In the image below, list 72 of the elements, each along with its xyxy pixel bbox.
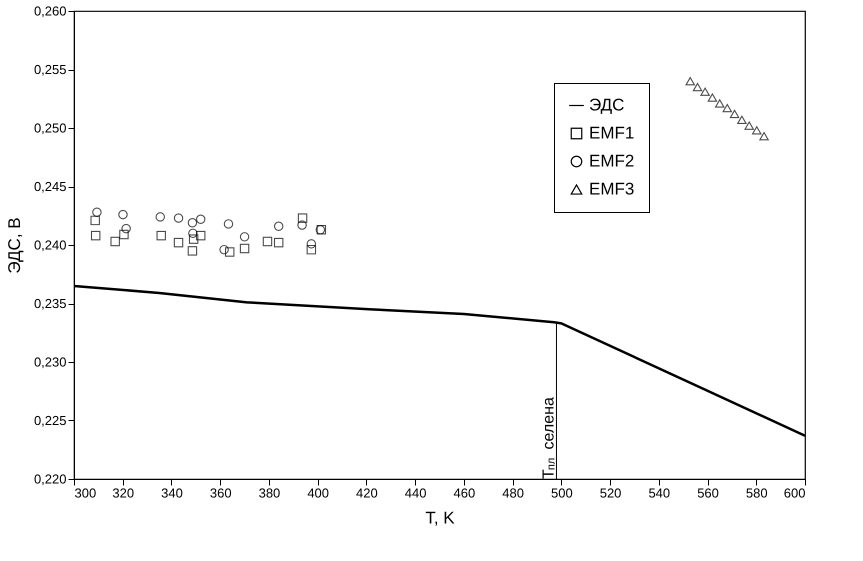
x-tick-label: 600: [784, 486, 806, 500]
point: [708, 93, 718, 102]
x-tick-label: 320: [112, 486, 134, 500]
point: [188, 218, 198, 228]
point: [118, 210, 128, 220]
y-tick-label: 0,245: [34, 179, 66, 194]
y-tick-label: 0,225: [34, 413, 66, 428]
point: [262, 236, 272, 246]
x-tick-label: 460: [454, 486, 476, 500]
y-tick-label: 0,240: [34, 238, 66, 252]
point: [737, 116, 747, 124]
point: [119, 230, 129, 240]
x-axis-title: T, K: [425, 508, 456, 528]
point: [240, 232, 250, 242]
x-tick-label: 400: [307, 486, 330, 500]
x-tick-label: 480: [502, 486, 524, 500]
point: [121, 224, 131, 234]
x-tick-label: 340: [161, 486, 183, 500]
legend-label: EMF1: [589, 124, 634, 142]
point: [298, 213, 308, 223]
x-tick-label: 520: [600, 486, 622, 500]
y-tick-label: 0,260: [34, 4, 66, 18]
point: [156, 212, 165, 222]
point: [196, 214, 206, 224]
x-tick-label: 500: [550, 486, 573, 500]
point: [274, 222, 284, 232]
point: [714, 99, 724, 108]
x-tick-label: 440: [404, 486, 426, 500]
x-tick-label: 580: [746, 486, 768, 500]
point: [730, 110, 740, 118]
x-tick-label: 420: [356, 486, 378, 500]
point: [174, 213, 184, 223]
x-tick-label: 560: [697, 486, 719, 500]
ref-line-label: Tпл селена: [540, 397, 558, 479]
point: [219, 244, 229, 254]
point: [90, 216, 100, 226]
y-tick-label: 0,250: [34, 120, 66, 136]
y-tick-label: 0,235: [34, 296, 66, 311]
point: [224, 219, 234, 229]
point: [744, 121, 754, 130]
point: [224, 247, 234, 257]
y-axis-title: ЭДС, В: [4, 217, 24, 274]
x-tick-label: 300: [74, 486, 96, 500]
point: [90, 230, 100, 240]
point: [110, 236, 120, 246]
point: [188, 228, 198, 238]
point: [240, 244, 250, 254]
x-tick-label: 540: [648, 486, 670, 500]
x-tick-label: 360: [210, 486, 232, 500]
point: [692, 82, 702, 92]
point: [759, 132, 769, 140]
point: [686, 77, 695, 86]
point: [188, 234, 198, 244]
point: [188, 246, 198, 256]
point: [174, 238, 184, 248]
y-tick-label: 0,230: [34, 354, 66, 370]
point: [700, 88, 710, 96]
point: [752, 126, 762, 135]
point: [297, 220, 307, 230]
point: [306, 239, 316, 249]
point: [156, 230, 166, 240]
point: [306, 244, 316, 254]
point: [722, 104, 732, 112]
point: [92, 208, 102, 217]
legend-label: ЭДС: [589, 96, 624, 114]
legend-label: EMF2: [589, 152, 634, 170]
x-tick-label: 380: [258, 486, 280, 500]
point: [196, 230, 206, 240]
point: [274, 238, 284, 248]
y-tick-label: 0,255: [34, 62, 66, 77]
y-tick-label: 0,220: [34, 472, 66, 486]
legend-label: EMF3: [589, 180, 634, 198]
